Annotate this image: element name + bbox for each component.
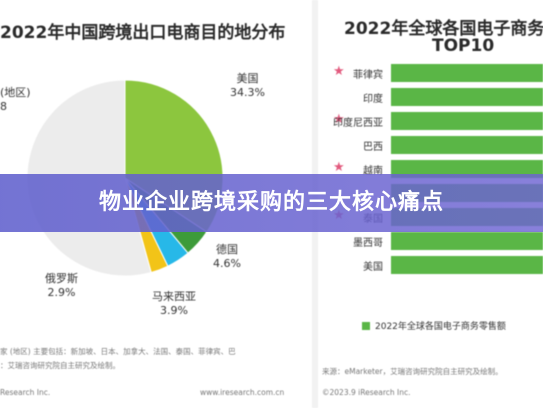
pie-label-malaysia: 马来西亚 3.9% bbox=[152, 290, 196, 318]
bar-row: ★ 菲律宾 bbox=[325, 64, 543, 82]
bar-label: 印度 bbox=[363, 94, 383, 105]
bar-row: 美国 bbox=[325, 256, 543, 274]
bar bbox=[391, 136, 543, 154]
left-footer: Research Inc. bbox=[0, 388, 51, 397]
left-source-line2: ：艾瑞咨询研究院自主研究及绘制。 bbox=[0, 361, 120, 370]
star-icon: ★ bbox=[333, 160, 345, 175]
right-chart-title: 2022年全球各国电子商务 bbox=[344, 19, 543, 39]
bar bbox=[391, 160, 543, 178]
pie-label-russia-pct: 2.9% bbox=[47, 286, 76, 299]
pie-label-malaysia-name: 马来西亚 bbox=[152, 290, 196, 303]
right-chart-subtitle: TOP10 bbox=[432, 36, 495, 56]
bar bbox=[391, 256, 543, 274]
pie-label-germany-name: 德国 bbox=[215, 243, 238, 256]
bar-label: 菲律宾 bbox=[353, 70, 383, 81]
pie-label-usa-name: 美国 bbox=[236, 72, 259, 85]
pie-label-russia-name: 俄罗斯 bbox=[45, 272, 78, 285]
left-footer-url: www.iresearch.com.cn bbox=[200, 388, 285, 397]
bar-label: 巴西 bbox=[363, 142, 383, 153]
pie-label-malaysia-pct: 3.9% bbox=[160, 304, 188, 317]
pie-label-other-name: (地区) bbox=[0, 86, 31, 99]
right-source: 来源：eMarketer，艾瑞咨询研究院自主研究及绘制。 bbox=[322, 367, 503, 376]
bar-row: 巴西 bbox=[325, 136, 543, 154]
right-footer: ©2023.9 iResearch Inc. bbox=[322, 388, 411, 397]
bar bbox=[391, 88, 543, 106]
pie-label-russia: 俄罗斯 2.9% bbox=[45, 272, 78, 300]
bar-row: ★ 越南 bbox=[325, 160, 543, 178]
banner-title: 物业企业跨境采购的三大核心痛点 bbox=[98, 190, 444, 215]
legend-label: 2022年全球各国电子商务零售额 bbox=[375, 322, 506, 332]
bar-label: 墨西哥 bbox=[353, 238, 383, 249]
pie-label-usa-pct: 34.3% bbox=[230, 86, 265, 99]
star-icon: ★ bbox=[333, 112, 345, 127]
bar-row: 墨西哥 bbox=[325, 232, 543, 250]
bar bbox=[391, 64, 543, 82]
pie-label-germany: 德国 4.6% bbox=[213, 243, 241, 271]
bar-label: 印度尼西亚 bbox=[333, 118, 383, 129]
left-chart-title: 2022年中国跨境出口电商目的地分布 bbox=[0, 23, 286, 43]
bar-row: 印度 bbox=[325, 88, 543, 106]
bar-row: ★ 印度尼西亚 bbox=[325, 112, 543, 130]
title-banner: 物业企业跨境采购的三大核心痛点 bbox=[0, 174, 543, 232]
pie-label-other: (地区) 8 bbox=[0, 86, 31, 114]
bar-label: 美国 bbox=[363, 262, 383, 273]
pie-label-germany-pct: 4.6% bbox=[213, 257, 241, 270]
pie-label-other-pct: 8 bbox=[0, 100, 7, 113]
bar bbox=[391, 112, 543, 130]
pie-label-usa: 美国 34.3% bbox=[230, 72, 265, 100]
left-source-note: 家 (地区) 主要包括：新加坡、日本、加拿大、法国、泰国、菲律宾、巴 bbox=[0, 347, 236, 356]
star-icon: ★ bbox=[333, 64, 345, 79]
bar-label: 越南 bbox=[363, 166, 383, 177]
bar bbox=[391, 232, 543, 250]
legend-swatch bbox=[362, 322, 370, 330]
